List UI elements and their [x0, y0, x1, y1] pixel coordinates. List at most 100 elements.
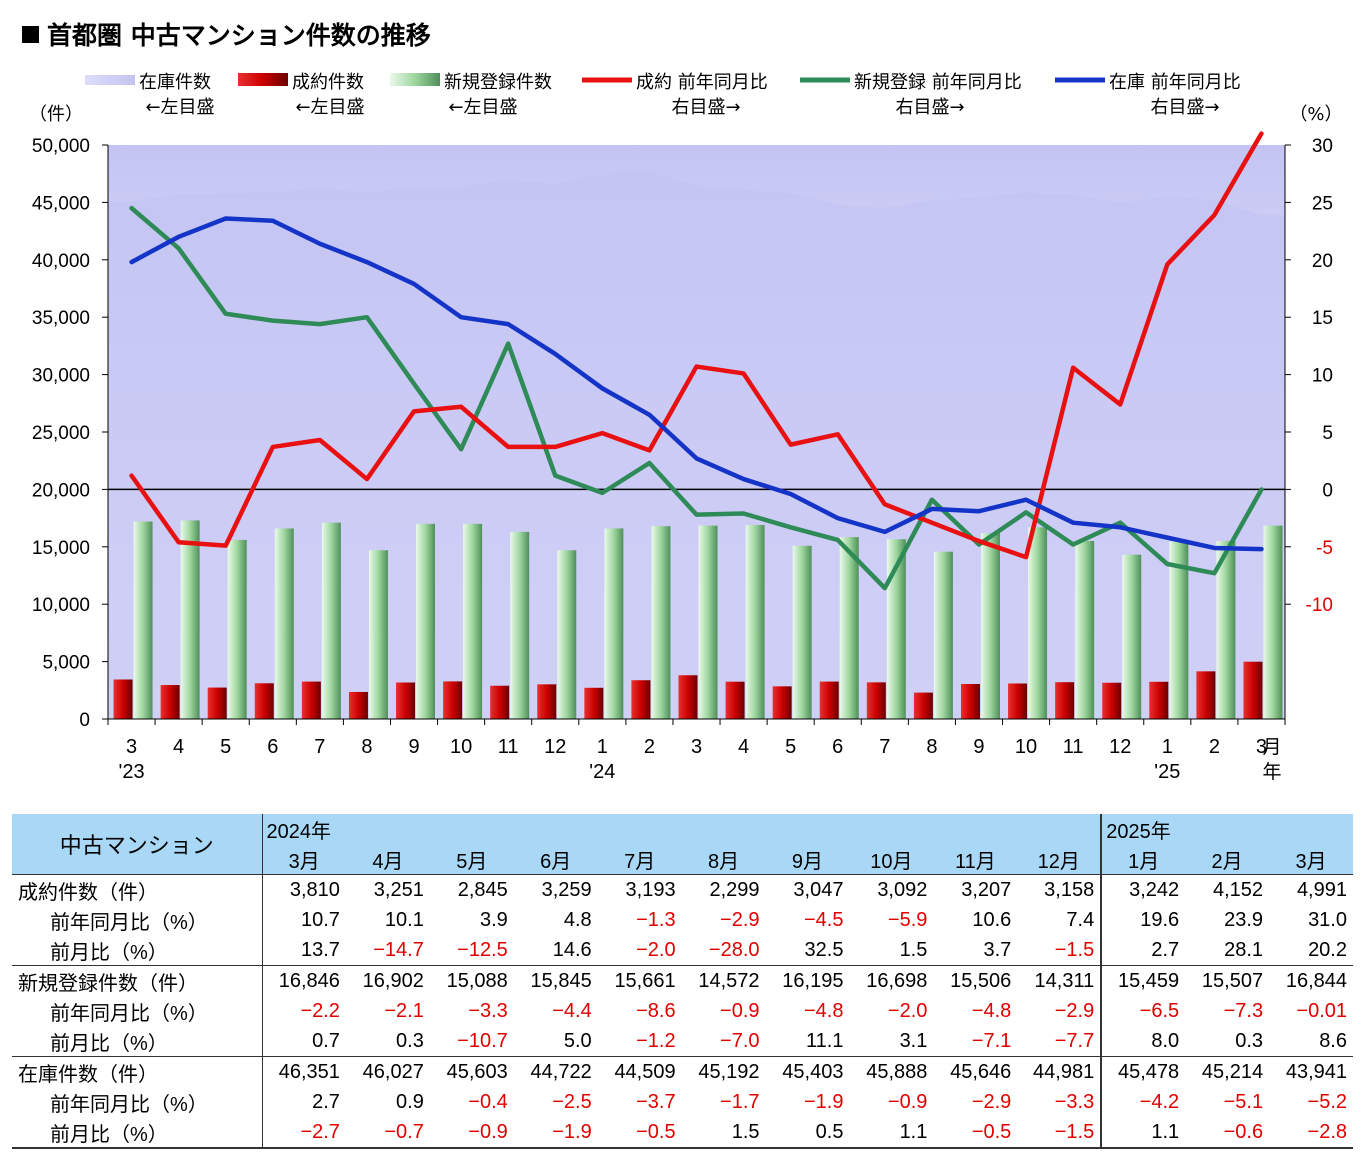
- contract-bar: [160, 685, 180, 719]
- table-cell: −4.8: [803, 999, 844, 1022]
- right-tick-label: -10: [1306, 595, 1333, 616]
- table-cell: 4,991: [1269, 874, 1353, 905]
- table-cell: −2.1: [384, 999, 424, 1022]
- contract-bar: [207, 687, 227, 719]
- table-cell: −2.5: [552, 1090, 592, 1113]
- contract-bar: [1196, 671, 1216, 719]
- table-cell: −4.8: [971, 999, 1012, 1022]
- table-row-label: 前年同月比（%）: [50, 1093, 208, 1116]
- new-listing-bar: [604, 528, 624, 719]
- table-year-header: 2025年: [1100, 814, 1353, 844]
- right-tick-label: 25: [1312, 193, 1333, 214]
- x-tick-label: 6: [267, 736, 278, 758]
- table-cell: 14.6: [552, 938, 592, 961]
- table-cell: 0.5: [765, 1117, 850, 1149]
- table-cell: 3,193: [597, 874, 682, 905]
- table-row: 成約件数（件） 3,810 3,251 2,845 3,259 3,193 2,299 3,0…: [12, 874, 1353, 905]
- new-listing-bar: [651, 526, 671, 719]
- left-tick-label: 0: [79, 710, 90, 731]
- table-cell: 4,152: [1185, 874, 1270, 905]
- legend-label: 新規登録 前年同月比: [854, 72, 1022, 93]
- contract-bar: [725, 681, 745, 719]
- x-tick-label: 3: [691, 736, 702, 758]
- table-cell: 23.9: [1224, 908, 1264, 931]
- table-cell: 16,902: [345, 965, 430, 996]
- x-tick-label: 1: [1162, 736, 1173, 758]
- table-cell: 44,981: [1017, 1056, 1102, 1087]
- contract-bar: [631, 680, 651, 719]
- contract-bar: [1149, 681, 1169, 719]
- new-listing-bar: [792, 545, 812, 719]
- table-cell: 3.7: [983, 938, 1012, 961]
- new-listing-bar: [839, 537, 859, 719]
- left-tick-label: 20,000: [32, 480, 90, 501]
- x-tick-label: 6: [832, 736, 843, 758]
- table-cell: 2,845: [429, 874, 514, 905]
- right-tick-label: 30: [1312, 136, 1333, 157]
- new-listing-bar: [980, 533, 1000, 719]
- table-cell: 10.7: [261, 905, 346, 935]
- table-cell: −0.9: [429, 1117, 514, 1149]
- legend-sublabel: ←左目盛: [448, 97, 517, 118]
- right-tick-label: 5: [1322, 423, 1333, 444]
- legend-sublabel: 右目盛→: [1150, 97, 1219, 118]
- legend-swatch-inventory: [85, 75, 135, 85]
- table-row-label: 前月比（%）: [50, 941, 168, 964]
- table-cell: 45,888: [849, 1056, 934, 1087]
- x-tick-label: 12: [544, 736, 566, 758]
- x-year-unit: 年: [1262, 761, 1281, 783]
- table-cell: −0.6: [1185, 1117, 1270, 1149]
- x-year-label: '23: [119, 761, 145, 783]
- table-month-header: 10月: [849, 844, 934, 875]
- right-tick-label: 10: [1312, 366, 1333, 387]
- table-cell: −3.7: [636, 1090, 676, 1113]
- table-cell: 44,722: [513, 1056, 598, 1087]
- table-row: 前年同月比（%） 10.7 10.1 3.9 4.8 −1.3 −2.9 −4.5 −5.9 10…: [12, 905, 1353, 935]
- table-cell: 1.1: [1100, 1117, 1186, 1149]
- table-month-header: 2月: [1185, 844, 1270, 875]
- legend-label: 新規登録件数: [444, 72, 552, 93]
- table-row-label: 前月比（%）: [50, 1032, 168, 1055]
- table-month-header: 6月: [513, 844, 598, 875]
- table-cell: −0.01: [1296, 999, 1347, 1022]
- table-cell: −28.0: [708, 938, 760, 961]
- table-cell: −0.5: [933, 1117, 1018, 1149]
- data-table: 中古マンション 2024年 2025年 3月 4月 5月 6月 7月 8月 9月 10月 11月 12月…: [12, 814, 1353, 1149]
- table-row-label: 前年同月比（%）: [50, 1002, 208, 1025]
- x-tick-label: 2: [1209, 736, 1220, 758]
- x-tick-label: 2: [644, 736, 655, 758]
- left-tick-label: 30,000: [32, 366, 90, 387]
- table-cell: 43,941: [1269, 1056, 1353, 1087]
- table-row: 在庫件数（件） 46,351 46,027 45,603 44,722 44,509 45,…: [12, 1056, 1353, 1087]
- table-cell: −1.5: [1017, 1117, 1102, 1149]
- new-listing-bar: [1122, 554, 1142, 719]
- x-tick-label: 8: [361, 736, 372, 758]
- table-cell: −2.9: [971, 1090, 1012, 1113]
- new-listing-bar: [180, 520, 200, 719]
- contract-bar: [301, 681, 321, 719]
- table-cell: −0.7: [345, 1117, 430, 1149]
- right-tick-label: 0: [1322, 480, 1333, 501]
- table-cell: −1.3: [636, 908, 676, 931]
- table-cell: 3,047: [765, 874, 850, 905]
- table-month-header: 1月: [1100, 844, 1186, 875]
- table-cell: 20.2: [1308, 938, 1347, 961]
- x-year-label: '25: [1154, 761, 1180, 783]
- table-cell: −10.7: [457, 1029, 508, 1052]
- table-cell: 14,572: [681, 965, 766, 996]
- table-cell: 15,507: [1185, 965, 1270, 996]
- new-listing-bar: [1075, 540, 1095, 719]
- x-tick-label: 12: [1109, 736, 1131, 758]
- right-tick-label: -5: [1316, 538, 1333, 559]
- x-tick-label: 10: [1015, 736, 1037, 758]
- table-month-header: 7月: [597, 844, 682, 875]
- contract-bar: [960, 684, 980, 719]
- inventory-yoy-line: [129, 216, 1264, 552]
- table-cell: 2.7: [261, 1087, 346, 1117]
- table-cell: −7.1: [971, 1029, 1012, 1052]
- table-cell: −5.9: [887, 908, 928, 931]
- x-tick-label: 1: [597, 736, 608, 758]
- x-tick-label: 5: [785, 736, 796, 758]
- table-cell: 8.6: [1319, 1029, 1347, 1052]
- x-year-label: '24: [589, 761, 615, 783]
